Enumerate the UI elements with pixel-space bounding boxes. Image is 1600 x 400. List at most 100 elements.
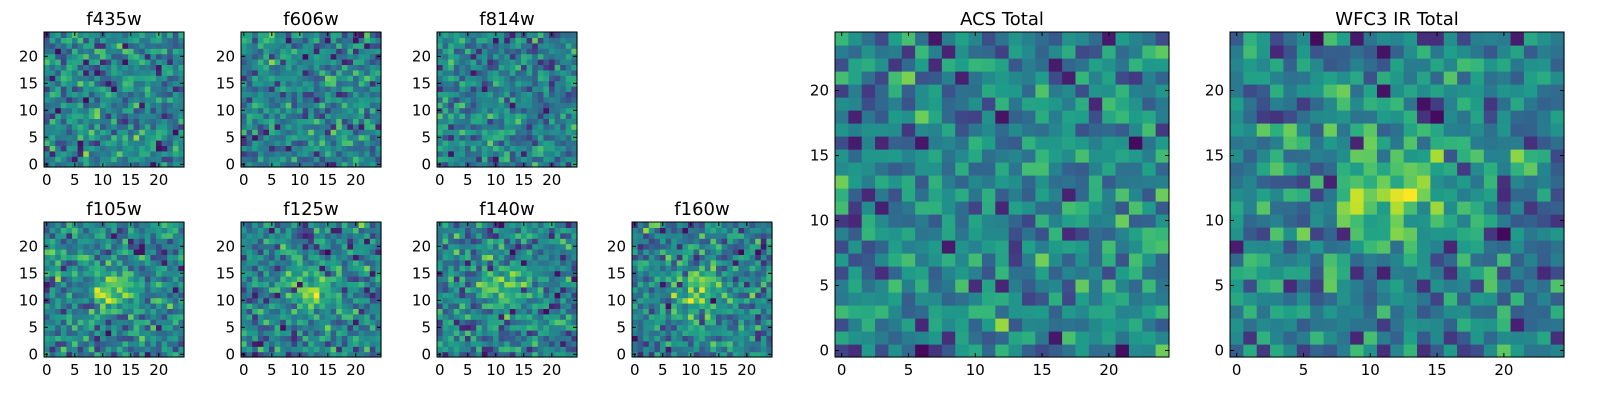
heatmap-cell: [100, 140, 107, 146]
heatmap-cell: [981, 331, 996, 345]
heatmap-cell: [133, 42, 140, 49]
heatmap-cell: [139, 276, 146, 282]
heatmap-cell: [1128, 188, 1143, 202]
heatmap-cell: [1115, 214, 1130, 228]
heatmap-cell: [448, 156, 455, 163]
heatmap-cell: [1115, 318, 1130, 332]
heatmap-cell: [375, 281, 382, 288]
heatmap-cell: [915, 175, 930, 189]
heatmap-cell: [565, 232, 572, 239]
heatmap-cell: [442, 265, 449, 272]
heatmap-cell: [727, 259, 734, 266]
heatmap-cell: [968, 331, 983, 345]
heatmap-cell: [710, 222, 717, 228]
heatmap-cell: [111, 313, 118, 320]
heatmap-cell: [60, 249, 67, 255]
heatmap-cell: [493, 286, 500, 293]
heatmap-cell: [336, 249, 343, 255]
heatmap-cell: [291, 243, 298, 250]
heatmap-cell: [1142, 253, 1157, 267]
heatmap-cell: [498, 96, 505, 103]
heatmap-cell: [336, 243, 343, 250]
heatmap-cell: [60, 145, 67, 152]
heatmap-cell: [336, 281, 343, 288]
heatmap-cell: [77, 238, 84, 245]
heatmap-cell: [493, 75, 500, 82]
heatmap-cell: [116, 335, 123, 342]
heatmap-cell: [241, 259, 248, 266]
heatmap-cell: [493, 145, 500, 152]
heatmap-cell: [246, 140, 253, 146]
heatmap-cell: [521, 69, 528, 76]
heatmap-cell: [676, 308, 683, 315]
heatmap-cell: [336, 64, 343, 71]
heatmap-cell: [476, 308, 483, 315]
heatmap-cell: [353, 265, 360, 272]
heatmap-cell: [100, 297, 107, 304]
y-tick-label: 10: [216, 291, 235, 309]
heatmap-cell: [521, 308, 528, 315]
heatmap-cell: [543, 232, 550, 239]
heatmap-cell: [313, 232, 320, 239]
heatmap-cell: [637, 351, 644, 358]
heatmap-cell: [549, 303, 556, 309]
heatmap-cell: [1115, 292, 1130, 306]
heatmap-cell: [172, 80, 179, 87]
heatmap-cell: [252, 134, 259, 141]
heatmap-cell: [105, 259, 112, 266]
heatmap-cell: [364, 324, 371, 331]
heatmap-cell: [100, 80, 107, 87]
heatmap-cell: [263, 113, 270, 119]
heatmap-cell: [755, 259, 762, 266]
heatmap-cell: [116, 276, 123, 282]
heatmap-cell: [487, 249, 494, 255]
heatmap-cell: [167, 96, 174, 103]
heatmap-cell: [437, 276, 444, 282]
heatmap-cell: [369, 32, 376, 38]
heatmap-cell: [178, 254, 185, 261]
heatmap-cell: [453, 32, 460, 38]
heatmap-cell: [526, 303, 533, 309]
heatmap-cell: [637, 259, 644, 266]
heatmap-cell: [144, 32, 151, 38]
heatmap-cell: [336, 276, 343, 282]
heatmap-cell: [509, 64, 516, 71]
heatmap-cell: [167, 80, 174, 87]
heatmap-cell: [167, 145, 174, 152]
heatmap-cell: [537, 107, 544, 114]
heatmap-cell: [139, 113, 146, 119]
heatmap-cell: [470, 129, 477, 136]
heatmap-cell: [509, 346, 516, 353]
heatmap-cell: [671, 286, 678, 293]
heatmap-cell: [565, 265, 572, 272]
heatmap-cell: [565, 222, 572, 228]
heatmap-cell: [274, 75, 281, 82]
heatmap-cell: [88, 53, 95, 60]
heatmap-cell: [470, 330, 477, 336]
heatmap-cell: [565, 346, 572, 353]
heatmap-cell: [285, 150, 292, 157]
heatmap-cell: [105, 32, 112, 38]
heatmap-cell: [515, 276, 522, 282]
heatmap-cell: [710, 249, 717, 255]
heatmap-cell: [487, 48, 494, 55]
heatmap-cell: [285, 319, 292, 326]
heatmap-cell: [252, 53, 259, 60]
heatmap-cell: [257, 48, 264, 55]
heatmap-cell: [364, 96, 371, 103]
heatmap-cell: [49, 140, 56, 146]
heatmap-cell: [302, 276, 309, 282]
heatmap-cell: [470, 281, 477, 288]
heatmap-cell: [274, 64, 281, 71]
heatmap-cell: [738, 227, 745, 234]
heatmap-cell: [875, 344, 890, 358]
heatmap-cell: [571, 156, 578, 163]
heatmap-cell: [246, 313, 253, 320]
heatmap-cell: [353, 286, 360, 293]
heatmap-cell: [94, 330, 101, 336]
heatmap-cell: [476, 351, 483, 358]
heatmap-cell: [766, 340, 773, 347]
heatmap-cell: [358, 249, 365, 255]
heatmap-cell: [448, 270, 455, 277]
heatmap-cell: [330, 134, 337, 141]
